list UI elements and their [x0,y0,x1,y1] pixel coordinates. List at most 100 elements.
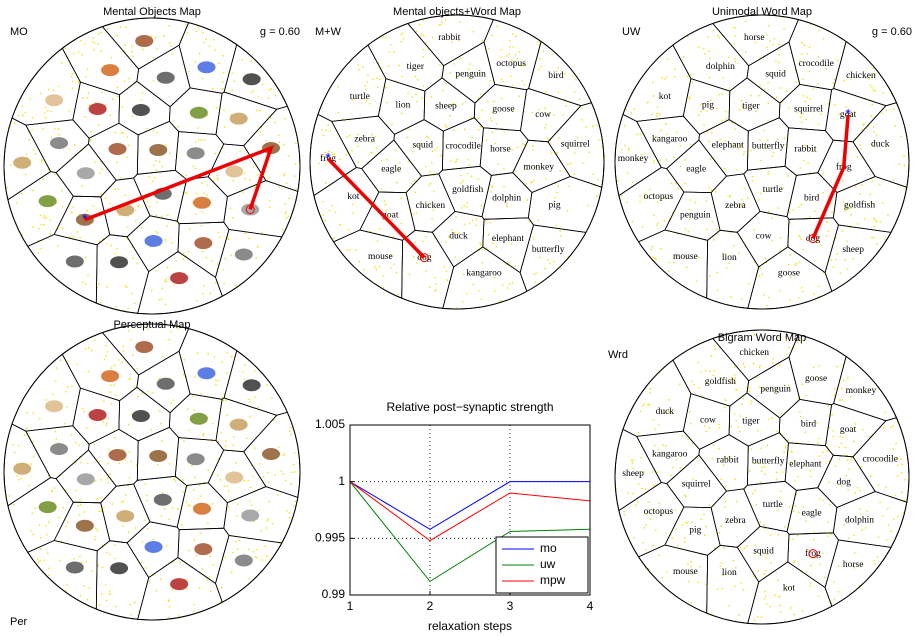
word-label: pig [689,526,701,536]
word-label: penguin [455,69,486,79]
word-label: turtle [763,185,783,195]
map-cell [334,230,403,298]
animal-icon [39,501,57,513]
y-tick-label: 0.99 [322,587,346,601]
word-label: penguin [760,384,791,394]
animal-icon [132,410,150,422]
word-label: octopus [644,507,674,517]
map-panel: Perceptual Map Per [4,319,300,628]
word-label: horse [843,560,864,570]
word-label: tiger [742,417,760,427]
word-label: elephant [712,140,745,150]
animal-icon [135,341,153,353]
animal-icon [101,370,119,382]
word-label: cow [535,110,551,120]
animal-icon [243,73,261,85]
animal-icon [198,367,216,379]
y-tick-label: 1 [338,474,345,488]
legend-label: mo [540,541,557,555]
word-label: dog [837,478,852,488]
word-label: kot [659,92,672,102]
map-label: Per [10,616,27,628]
word-label: dolphin [492,194,521,204]
word-label: kangaroo [652,134,688,144]
animal-icon [132,104,150,116]
word-label: monkey [846,386,877,396]
animal-icon [190,107,208,119]
word-label: kot [347,192,360,202]
map-label: UW [622,26,641,38]
word-label: crocodile [863,454,898,464]
word-label: duck [449,232,468,242]
map-cell [216,536,282,603]
word-label: squirrel [561,139,590,149]
x-axis-label: relaxation steps [428,619,512,633]
animal-icon [116,510,134,522]
map-cell [28,235,97,304]
word-label: bird [801,419,817,429]
map-cell [789,335,846,405]
animal-icon [149,144,167,156]
word-label: rabbit [717,455,740,465]
word-label: goose [492,104,514,114]
map-cell [825,225,891,291]
word-label: eagle [802,509,822,519]
animal-icon [109,449,127,461]
start-marker: * [845,106,851,122]
y-tick-label: 0.995 [315,531,345,545]
animal-icon [235,555,253,567]
word-label: goldfish [452,184,483,195]
noise-dots [9,325,296,618]
map-title: Mental Objects Map [103,6,201,18]
animal-icon [77,473,95,485]
start-marker: * [325,149,331,165]
map-title: Perceptual Map [113,319,190,331]
map-panel: Bigram Word MapWrdbutterflyturtlerabbite… [608,330,909,624]
word-label: octopus [496,59,526,69]
word-label: lion [396,101,411,111]
start-marker: * [82,210,88,226]
x-tick-label: 3 [507,599,514,613]
map-cell [12,354,80,431]
map-cell [368,24,444,92]
word-label: eagle [381,164,401,174]
word-label: dolphin [706,62,735,72]
word-label: turtle [350,92,370,102]
map-gain: g = 0.60 [260,26,300,38]
animal-icon [198,61,216,73]
map-cell [216,230,282,297]
word-label: squid [753,547,774,557]
animal-icon [76,520,94,532]
animal-icon [109,143,127,155]
word-label: chicken [740,348,770,358]
x-tick-label: 2 [427,599,434,613]
animal-icon [193,197,211,209]
map-cell [179,329,237,400]
map-cell [62,27,138,95]
word-label: dolphin [845,515,874,525]
word-label: butterfly [752,140,785,151]
map-cell [639,230,708,298]
word-label: octopus [644,192,674,202]
word-label: mouse [673,252,698,262]
animal-icon [262,448,280,460]
animal-icon [145,541,163,553]
word-label: lion [722,568,737,578]
map-cell [673,339,749,407]
animal-icon [110,256,128,268]
word-label: squirrel [794,104,823,114]
map-cell [619,168,684,242]
map-panel: Unimodal Word MapUWg = 0.60butterflyturt… [615,6,912,309]
map-cell [639,545,708,613]
animal-icon [243,379,261,391]
word-label: duck [871,139,890,149]
animal-icon [45,94,63,106]
animal-icon [187,453,205,465]
word-label: chicken [846,71,876,81]
word-label: crocodile [446,141,481,151]
animal-icon [157,72,175,84]
word-label: goose [778,269,800,279]
chart-title: Relative post−synaptic strength [386,400,553,414]
word-label: rabbit [794,145,817,155]
